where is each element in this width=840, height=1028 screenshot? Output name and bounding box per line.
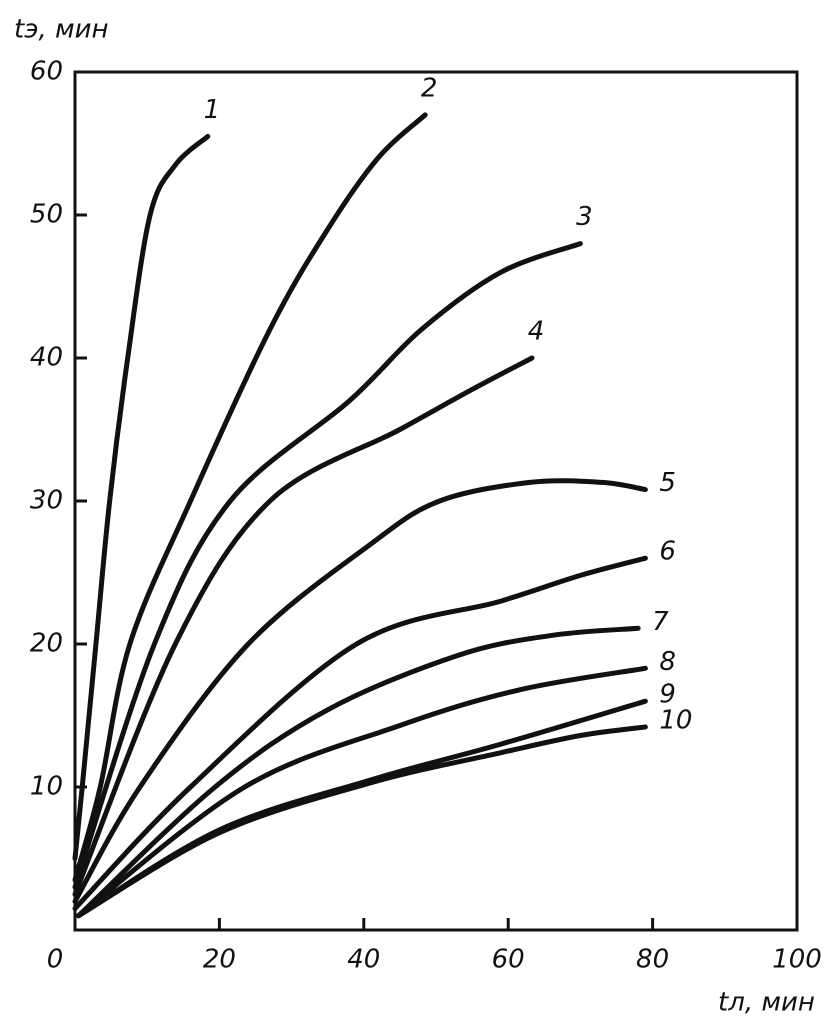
curve-label: 6 <box>659 537 676 567</box>
curve-label: 7 <box>652 607 669 637</box>
line <box>72 133 211 861</box>
curve-label: 10 <box>659 705 692 735</box>
curve-label: 8 <box>659 647 676 677</box>
x-tick-label: 60 <box>492 945 525 975</box>
x-axis-label: tл, мин <box>718 988 815 1018</box>
line <box>76 698 648 919</box>
x-tick-label: 100 <box>772 945 822 975</box>
y-tick-label: 50 <box>30 200 63 230</box>
line <box>72 478 648 904</box>
curve-label: 3 <box>576 202 593 232</box>
x-tick-label: 0 <box>47 945 64 975</box>
line <box>72 355 535 897</box>
curve-label: 4 <box>528 317 545 347</box>
line <box>76 665 648 919</box>
y-tick-label: 10 <box>30 772 63 802</box>
x-tick-label: 20 <box>203 945 236 975</box>
curve-label: 9 <box>659 680 676 710</box>
curve-label: 1 <box>204 95 221 125</box>
line <box>72 112 428 883</box>
line <box>72 555 648 912</box>
line <box>72 241 583 890</box>
y-tick-label: 20 <box>30 629 63 659</box>
x-tick-label: 40 <box>347 945 380 975</box>
curve-label: 2 <box>421 73 438 103</box>
line <box>76 724 648 919</box>
y-tick-label: 40 <box>30 343 63 373</box>
y-axis-label: tэ, мин <box>14 15 109 45</box>
y-tick-label: 30 <box>30 486 63 516</box>
x-tick-label: 80 <box>636 945 669 975</box>
y-tick-label: 60 <box>30 57 63 87</box>
curve-label: 5 <box>659 468 676 498</box>
line <box>76 625 641 919</box>
